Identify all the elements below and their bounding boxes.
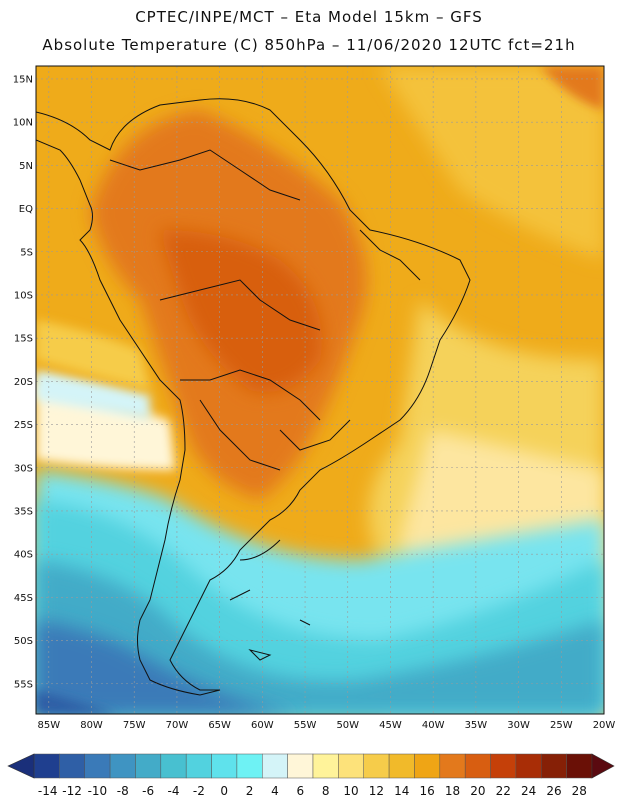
colorbar-label: 4 <box>271 784 279 798</box>
lat-label: 20S <box>14 377 33 388</box>
lon-label: 35W <box>465 720 488 731</box>
lon-label: 55W <box>294 720 317 731</box>
colorbar-cell <box>59 753 85 779</box>
map-frame <box>35 65 605 715</box>
colorbar-label: -14 <box>38 784 58 798</box>
colorbar-label: 18 <box>445 784 460 798</box>
colorbar-label: -4 <box>168 784 180 798</box>
colorbar-cell <box>84 753 111 779</box>
colorbar-label: 8 <box>322 784 330 798</box>
colorbar-cell <box>185 753 212 779</box>
graticule <box>36 66 604 714</box>
colorbar-label: -8 <box>117 784 129 798</box>
lat-label: 15S <box>14 334 33 345</box>
colorbar-cell <box>33 753 60 779</box>
colorbar-label: 0 <box>220 784 228 798</box>
lon-label: 45W <box>379 720 402 731</box>
lat-label: 45S <box>14 593 33 604</box>
lon-label: 65W <box>208 720 231 731</box>
colorbar-label: 24 <box>521 784 536 798</box>
lat-label: 50S <box>14 636 33 647</box>
coastlines <box>36 98 471 696</box>
lat-label: 55S <box>14 679 33 690</box>
colorbar-left-arrow <box>7 753 35 779</box>
lon-label: 25W <box>550 720 573 731</box>
colorbar-label: 28 <box>572 784 587 798</box>
lon-label: 20W <box>593 720 616 731</box>
colorbar-label: -6 <box>142 784 154 798</box>
lon-label: 40W <box>422 720 445 731</box>
colorbar-cell <box>464 753 491 779</box>
colorbar-label: -2 <box>193 784 205 798</box>
colorbar-cell <box>363 753 390 779</box>
colorbar-cell <box>414 753 441 779</box>
temperature-field <box>36 66 604 714</box>
colorbar-cell <box>338 753 364 779</box>
colorbar-cell <box>160 753 187 779</box>
colorbar-cell <box>211 753 238 779</box>
colorbar-right-arrow <box>591 753 615 779</box>
lat-label: 5N <box>19 161 33 172</box>
lon-label: 60W <box>251 720 274 731</box>
colorbar-cell <box>236 753 263 779</box>
colorbar-label: 22 <box>496 784 511 798</box>
colorbar-label: 20 <box>470 784 485 798</box>
colorbar-label: 26 <box>546 784 561 798</box>
colorbar-cells <box>33 753 593 779</box>
lat-label: 30S <box>14 463 33 474</box>
lat-label: 35S <box>14 506 33 517</box>
colorbar-cell <box>541 753 567 779</box>
longitude-labels: 85W 80W 75W 70W 65W 60W 55W 50W 45W 40W 35W 30W 25W 2… <box>37 720 615 731</box>
lat-label: 5S <box>20 247 33 258</box>
colorbar-labels: -14 -12 -10 -8 -6 -4 -2 0 2 4 6 8 10 12 14 16 18 20 22 24 26… <box>38 784 587 798</box>
colorbar-cell <box>515 753 542 779</box>
lon-label: 85W <box>37 720 60 731</box>
colorbar-label: 16 <box>419 784 434 798</box>
colorbar-label: 10 <box>343 784 358 798</box>
colorbar-label: 12 <box>369 784 384 798</box>
colorbar-cell <box>262 753 288 779</box>
lat-label: 15N <box>13 74 33 85</box>
title-line-2: Absolute Temperature (C) 850hPa – 11/06/… <box>42 36 576 54</box>
colorbar-cell <box>312 753 339 779</box>
colorbar-label: 2 <box>246 784 254 798</box>
colorbar-label: 14 <box>394 784 409 798</box>
colorbar-cell <box>490 753 517 779</box>
lon-label: 80W <box>80 720 103 731</box>
colorbar-cell <box>287 753 314 779</box>
lat-label: EQ <box>19 204 33 215</box>
colorbar-cell <box>135 753 162 779</box>
colorbar-cell <box>109 753 136 779</box>
colorbar-cell <box>566 753 593 779</box>
colorbar-cell <box>439 753 466 779</box>
lon-label: 30W <box>507 720 530 731</box>
colorbar-label: -12 <box>62 784 82 798</box>
lat-label: 10S <box>14 290 33 301</box>
lat-label: 10N <box>13 118 33 129</box>
colorbar-cell <box>388 753 415 779</box>
lon-label: 75W <box>123 720 146 731</box>
lon-label: 70W <box>166 720 189 731</box>
lat-label: 40S <box>14 550 33 561</box>
latitude-labels: 15N 10N 5N EQ 5S 10S 15S 20S 25S 30S 35S 40S 45S 50S 5… <box>13 74 33 690</box>
lon-label: 50W <box>336 720 359 731</box>
colorbar-label: 6 <box>296 784 304 798</box>
colorbar-label: -10 <box>88 784 108 798</box>
lat-label: 25S <box>14 420 33 431</box>
title-line-1: CPTEC/INPE/MCT – Eta Model 15km – GFS <box>135 8 483 26</box>
